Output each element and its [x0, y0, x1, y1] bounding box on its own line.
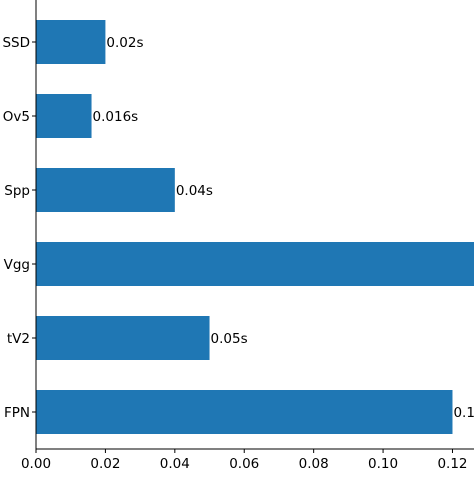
- data-label: 0.02s: [106, 35, 143, 51]
- x-tick-label: 0.08: [299, 456, 329, 472]
- y-tick-label: FPN: [4, 405, 30, 421]
- x-tick-label: 0.06: [229, 456, 259, 472]
- bar-tv2: [36, 316, 210, 360]
- y-tick-label: Ov5: [3, 109, 30, 125]
- y-tick-label: Vgg: [4, 257, 30, 273]
- bar-ssd: [36, 20, 106, 64]
- bar-ov5: [36, 94, 92, 138]
- data-label: 0.04s: [176, 183, 213, 199]
- y-tick-label: tV2: [7, 331, 30, 347]
- bar-vgg: [36, 242, 474, 286]
- data-label: 0.1: [453, 405, 474, 421]
- x-tick-label: 0.02: [90, 456, 120, 472]
- bars-layer: [36, 20, 474, 434]
- bar-spp: [36, 168, 175, 212]
- x-tick-label: 0.04: [160, 456, 190, 472]
- y-tick-label: Spp: [4, 183, 30, 199]
- data-label: 0.05s: [211, 331, 248, 347]
- axes-layer: [32, 0, 474, 453]
- x-tick-label: 0.00: [21, 456, 51, 472]
- x-tick-label: 0.12: [437, 456, 467, 472]
- labels-layer: SSD 0.02s Ov5 0.016s Spp 0.04s Vgg tV2 0.05s FPN 0…: [2, 35, 474, 472]
- bar-fpn: [36, 390, 453, 434]
- y-tick-label: SSD: [2, 35, 30, 51]
- data-label: 0.016s: [93, 109, 139, 125]
- x-tick-label: 0.10: [368, 456, 398, 472]
